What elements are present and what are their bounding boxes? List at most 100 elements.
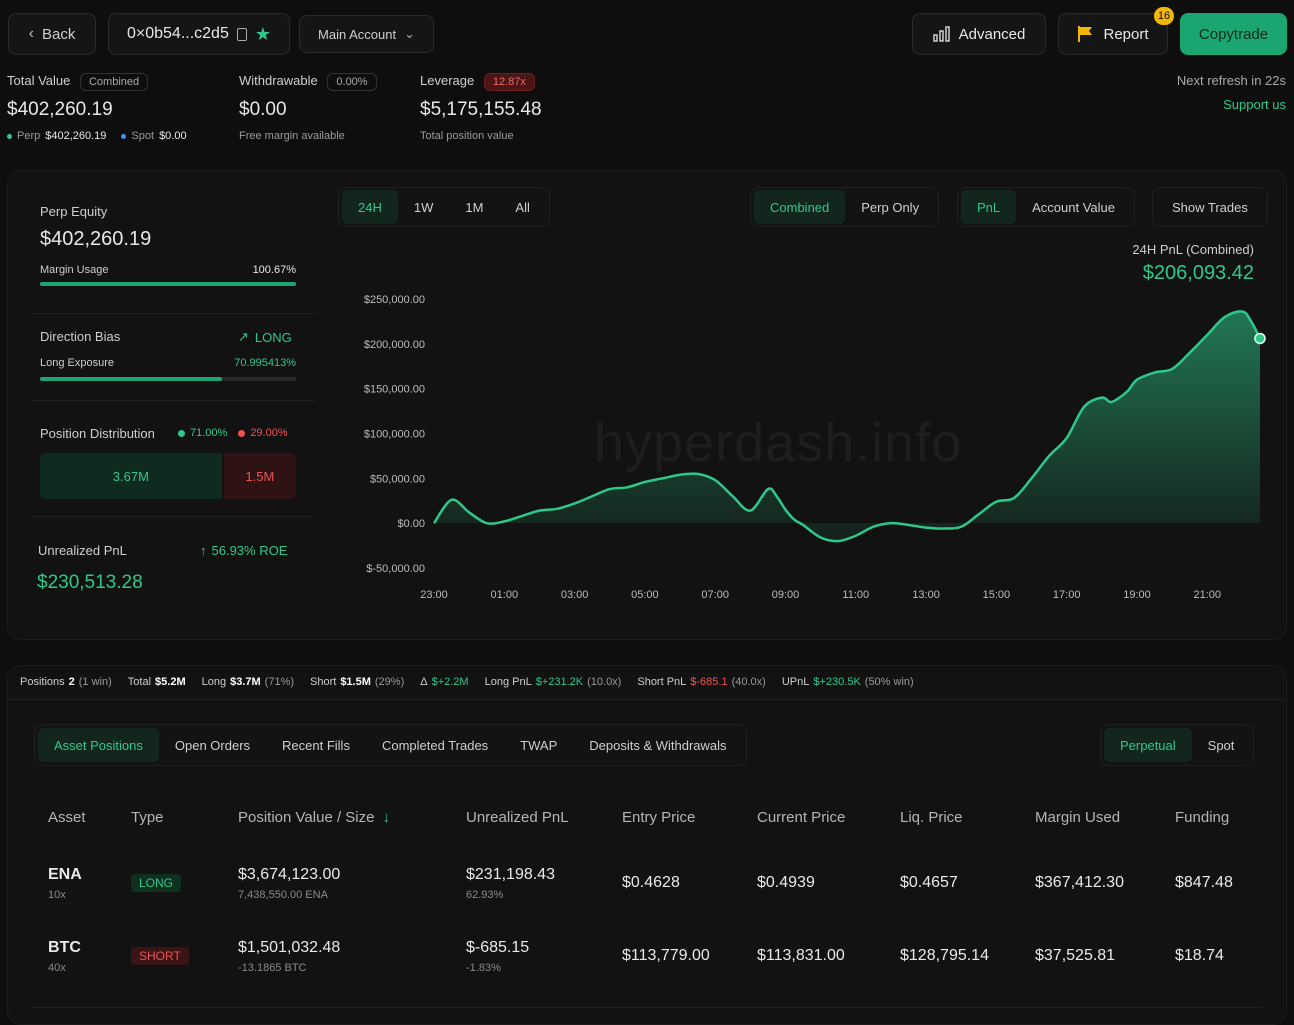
stat-total-value: $5.2M [155,676,186,688]
position-distribution-bar: 3.67M 1.5M [40,453,296,499]
margin-usage-value: 100.67% [252,264,296,276]
short-dot-icon [238,429,246,437]
col-unrealized-pnl[interactable]: Unrealized PnL [466,809,569,826]
x-tick-label: 23:00 [420,589,448,601]
mode-tab-label: Perp Only [861,199,920,215]
bar-chart-icon [932,26,950,42]
stat-shortpnl-value: $-685.1 [690,676,728,688]
long-exposure-bar [40,377,296,381]
stat-upnl-label: UPnL [781,676,810,688]
left-divider-3 [30,516,316,517]
stat-total-label: Total [127,676,152,688]
row-asset[interactable]: ENA [48,866,82,883]
metric-tab[interactable]: PnL [961,190,1017,224]
tab-perpetual[interactable]: Perpetual [1104,728,1192,762]
chart-watermark: hyperdash.info [594,413,963,473]
left-divider-1 [30,313,316,314]
upnl-roe-text: 56.93% ROE [211,543,288,558]
tab-open-orders[interactable]: Open Orders [159,728,266,762]
range-tab[interactable]: 1M [449,190,499,224]
stat-upnl-value: $+230.5K [813,676,861,688]
advanced-button[interactable]: Advanced [912,13,1046,55]
report-count-badge: 16 [1154,7,1174,25]
copytrade-button[interactable]: Copytrade [1180,13,1287,55]
mode-tab-label: Combined [770,199,830,215]
stat-shortpnl-sub: (40.0x) [731,676,766,688]
metric-tab[interactable]: Account Value [1016,190,1131,224]
dist-short-value: 1.5M [245,468,275,484]
long-exposure-value: 70.995413% [234,357,296,369]
overview-card [7,170,1287,640]
copytrade-label: Copytrade [1198,25,1269,43]
col-funding[interactable]: Funding [1175,809,1230,826]
stat-positions-label: Positions [20,676,65,688]
col-entry-price[interactable]: Entry Price [622,809,696,826]
range-tab[interactable]: 24H [342,190,398,224]
pnl-chart[interactable]: $250,000.00 $200,000.00 $150,000.00 $100,00… [340,285,1280,615]
leverage-value: $5,175,155.48 [420,99,542,120]
tab-spot[interactable]: Spot [1192,728,1251,762]
x-tick-label: 11:00 [842,589,869,601]
tab-label: TWAP [520,737,558,753]
mode-tab[interactable]: Perp Only [845,190,935,224]
report-button[interactable]: Report [1058,13,1168,55]
perp-dot-icon [7,133,12,139]
row-position-value: $3,674,123.00 [238,866,341,883]
long-dot-icon [178,429,185,437]
x-tick-label: 01:00 [491,589,519,601]
position-distribution-legend: 71.00% 29.00% [178,427,288,439]
col-asset[interactable]: Asset [48,809,86,826]
support-link[interactable]: Support us [1223,97,1286,112]
show-trades-text: Show Trades [1172,199,1248,215]
row-upnl-pct: -1.83% [466,962,501,974]
back-button[interactable]: ‹ Back [8,13,96,55]
range-tab-label: 1W [413,199,434,215]
y-tick-label: $-50,000.00 [366,563,425,575]
row-position-size: 7,438,550.00 ENA [238,889,328,901]
tab-deposits-withdrawals[interactable]: Deposits & Withdrawals [573,728,742,762]
trend-up-icon: ↗ [238,329,249,344]
range-tab[interactable]: All [499,190,545,224]
withdrawable-pill: 0.00% [327,73,377,91]
star-icon[interactable]: ★ [254,23,271,44]
tab-recent-fills[interactable]: Recent Fills [266,728,366,762]
col-liq-price[interactable]: Liq. Price [900,809,963,826]
position-distribution-label: Position Distribution [40,426,155,441]
col-position-value-label: Position Value / Size [238,809,375,826]
metric-tab-label: PnL [977,199,1001,215]
range-tab[interactable]: 1W [398,190,450,224]
row-asset[interactable]: BTC [48,939,81,956]
row-liq-price: $0.4657 [900,874,958,891]
tab-twap[interactable]: TWAP [504,728,573,762]
mode-tab[interactable]: Combined [754,190,846,224]
direction-bias-label: Direction Bias [40,329,121,344]
tab-label: Recent Fills [282,737,350,753]
range-tab-label: All [515,199,530,215]
stat-long-label: Long [201,676,227,688]
y-tick-label: $50,000.00 [370,473,425,485]
row-leverage: 40x [48,962,66,974]
col-margin-used[interactable]: Margin Used [1035,809,1121,826]
row-upnl: $231,198.43 [466,866,555,883]
withdrawable-label: Withdrawable 0.00% [239,73,377,91]
spot-label: Spot [131,130,155,142]
stat-delta-label: Δ [420,676,428,688]
show-trades-toggle[interactable]: Show Trades [1152,187,1268,227]
tab-label: Asset Positions [54,737,143,753]
total-value-label-text: Total Value [7,73,71,88]
x-tick-label: 07:00 [701,589,729,601]
address-text: 0×0b54...c2d5 [126,25,229,42]
col-type[interactable]: Type [131,809,164,826]
pnl-latest-point[interactable] [1254,332,1266,345]
tab-completed-trades[interactable]: Completed Trades [366,728,504,762]
upnl-label: Unrealized PnL [38,543,127,558]
col-current-price[interactable]: Current Price [757,809,846,826]
stat-positions-sub: (1 win) [78,676,112,688]
address-chip[interactable]: 0×0b54...c2d5 ★ [108,13,290,55]
col-position-value[interactable]: Position Value / Size ↓ [238,809,390,826]
copy-icon[interactable] [236,27,247,41]
row-leverage: 10x [48,889,66,901]
show-trades-label: Show Trades [1156,190,1264,224]
tab-asset-positions[interactable]: Asset Positions [38,728,159,762]
account-select[interactable]: Main Account ⌄ [299,15,434,53]
